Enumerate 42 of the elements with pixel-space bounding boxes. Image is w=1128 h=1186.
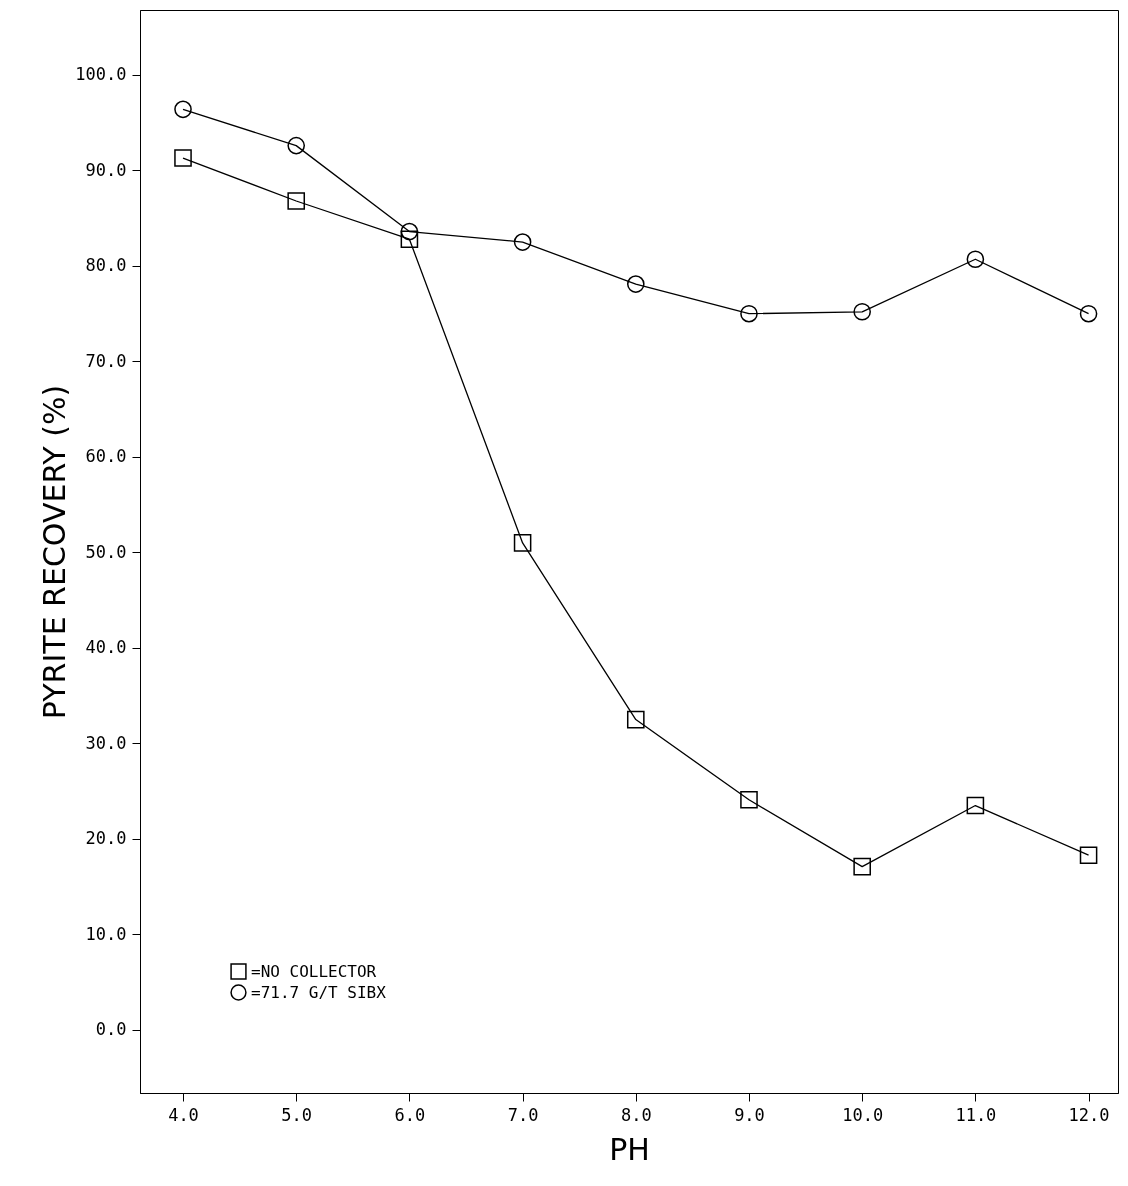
y-axis-title: PYRITE RECOVERY (%) bbox=[37, 384, 73, 720]
point bbox=[1079, 304, 1098, 323]
x-tick-label: 6.0 bbox=[394, 1104, 426, 1125]
x-axis-title: PH bbox=[609, 1131, 650, 1167]
point bbox=[853, 857, 871, 876]
x-tick-label: 7.0 bbox=[507, 1104, 539, 1125]
y-tick-label: 60.0 bbox=[85, 446, 127, 467]
y-tick-label: 0.0 bbox=[95, 1019, 127, 1040]
x-tick-label: 12.0 bbox=[1068, 1104, 1110, 1125]
y-tick-label: 10.0 bbox=[85, 923, 127, 944]
point bbox=[174, 149, 192, 167]
point bbox=[740, 790, 758, 809]
x-tick-label: 5.0 bbox=[281, 1104, 313, 1125]
x-tick-label: 10.0 bbox=[842, 1104, 884, 1125]
legend-label: =71.7 G/T SIBX bbox=[251, 982, 387, 1002]
legend-label: =NO COLLECTOR bbox=[251, 961, 377, 981]
y-tick-label: 70.0 bbox=[85, 350, 127, 371]
y-tick-label: 100.0 bbox=[75, 64, 127, 85]
y-tick-label: 30.0 bbox=[85, 732, 127, 753]
point bbox=[626, 275, 645, 293]
y-tick-label: 80.0 bbox=[85, 255, 127, 276]
point bbox=[400, 222, 419, 241]
x-tick-label: 8.0 bbox=[620, 1104, 652, 1125]
point bbox=[513, 233, 532, 251]
point bbox=[513, 534, 532, 552]
x-tick-label: 11.0 bbox=[955, 1104, 997, 1125]
point bbox=[740, 304, 758, 323]
point bbox=[966, 250, 985, 269]
point bbox=[174, 100, 192, 119]
point bbox=[400, 230, 419, 249]
y-tick-label: 90.0 bbox=[85, 159, 127, 180]
x-tick-label: 9.0 bbox=[734, 1104, 765, 1125]
point bbox=[287, 136, 306, 155]
y-tick-label: 20.0 bbox=[85, 828, 127, 849]
x-tick-label: 4.0 bbox=[168, 1104, 199, 1125]
point bbox=[966, 796, 985, 815]
point bbox=[626, 710, 645, 729]
point bbox=[853, 302, 871, 321]
point bbox=[1079, 846, 1098, 865]
y-tick-label: 50.0 bbox=[85, 541, 127, 562]
point bbox=[287, 192, 306, 210]
y-tick-label: 40.0 bbox=[85, 637, 127, 658]
